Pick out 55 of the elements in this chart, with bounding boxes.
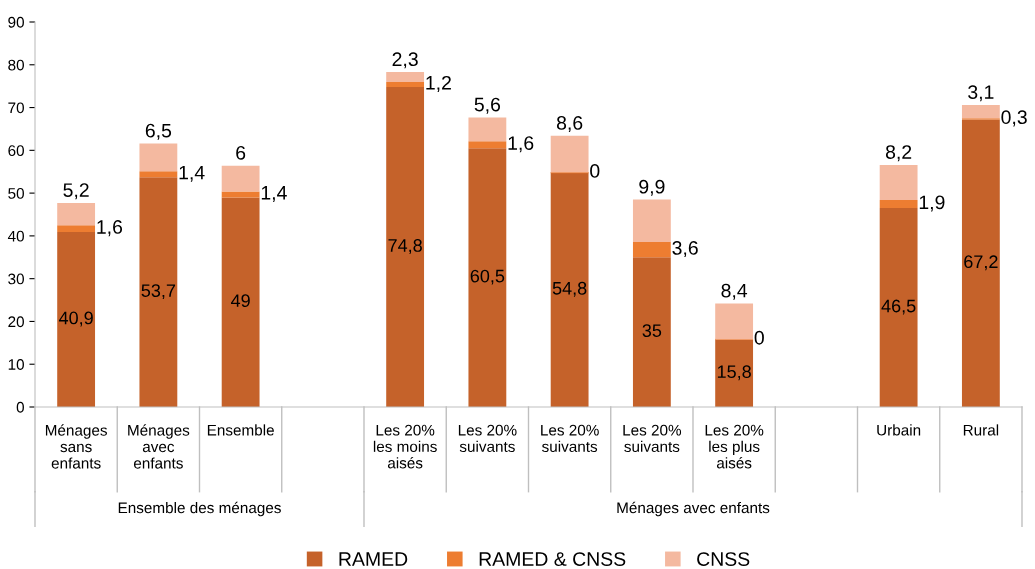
data-label: 53,7 — [141, 284, 176, 300]
text: Ensemble des ménages — [118, 501, 281, 517]
data-label: 5,2 — [63, 183, 89, 200]
data-label: 15,8 — [717, 365, 751, 381]
data-label: 0,3 — [1001, 110, 1027, 127]
data-label: 1,2 — [426, 75, 451, 92]
data-label: 8,2 — [885, 145, 912, 162]
data-label: 8,6 — [556, 116, 583, 133]
x-tick-label: Les 20% les moins aisés — [373, 424, 437, 469]
y-tick-label: 50 — [8, 187, 24, 199]
data-label: 9,9 — [639, 179, 665, 196]
y-tick-label: 70 — [8, 102, 24, 114]
y-tick-label: 80 — [8, 59, 24, 71]
x-tick-label: Ménages sans enfants — [45, 424, 107, 469]
x-tick-label: Les 20% suivants — [541, 424, 599, 452]
data-label: 1,4 — [179, 165, 205, 182]
data-label: 54,8 — [552, 281, 587, 297]
data-label: 5,6 — [474, 97, 501, 114]
x-tick-label: Les 20% les plus aisés — [705, 424, 764, 469]
data-label: 60,5 — [470, 269, 505, 285]
x-tick-label: Les 20% suivants — [458, 424, 517, 452]
data-label: 1,9 — [919, 195, 945, 212]
data-label: 49 — [231, 294, 250, 308]
data-label: 6 — [236, 145, 246, 160]
y-tick-label: 10 — [8, 359, 24, 370]
data-label: 1,6 — [508, 136, 534, 153]
legend-label: RAMED & CNSS — [479, 552, 626, 566]
data-label: 46,5 — [881, 299, 916, 315]
y-tick-label: 20 — [8, 316, 24, 328]
y-tick-label: 0 — [16, 401, 24, 413]
x-tick-label: Ensemble — [207, 424, 274, 436]
data-label: 35 — [642, 324, 662, 337]
data-label: 6,5 — [145, 123, 172, 140]
x-tick-label: Ménages avec enfants — [128, 424, 190, 469]
data-label: 0 — [590, 164, 600, 178]
legend-label: RAMED — [339, 552, 408, 566]
data-label: 74,8 — [388, 239, 422, 254]
data-label: 1,4 — [261, 186, 287, 202]
data-label: 3,6 — [672, 241, 698, 258]
x-tick-label: Rural — [963, 424, 999, 436]
data-label: 0 — [754, 330, 764, 345]
data-label: 40,9 — [58, 311, 93, 327]
y-tick-label: 60 — [8, 145, 24, 157]
y-tick-label: 90 — [8, 16, 24, 28]
data-label: 3,1 — [968, 85, 994, 102]
data-label: 2,3 — [392, 52, 418, 69]
y-tick-label: 40 — [7, 230, 24, 242]
data-label: 67,2 — [964, 255, 998, 271]
y-tick-label: 30 — [8, 273, 24, 285]
legend-label: CNSS — [697, 552, 750, 566]
data-label: 8,4 — [721, 283, 748, 300]
x-tick-label: Urbain — [877, 424, 921, 436]
x-tick-label: Les 20% suivants — [623, 424, 682, 452]
data-label: 1,6 — [97, 220, 123, 237]
text: Ménages avec enfants — [617, 501, 770, 517]
